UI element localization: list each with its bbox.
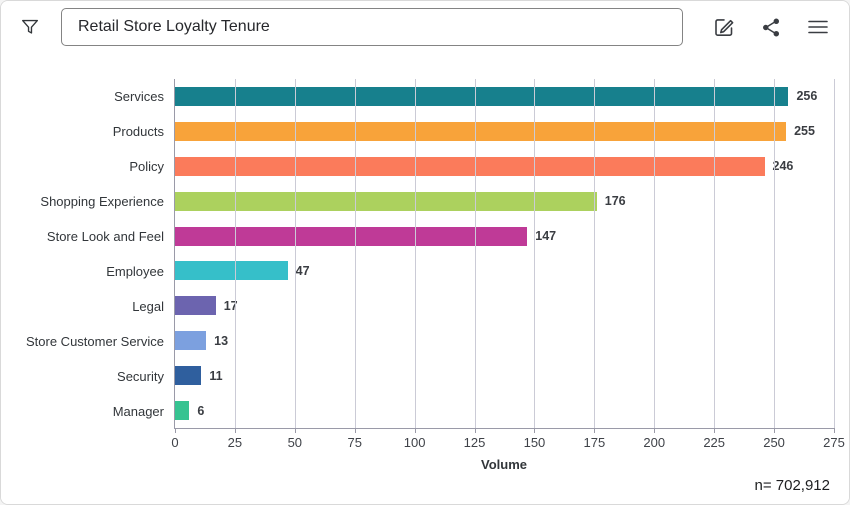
bar[interactable]: [175, 401, 190, 421]
x-tick-label: 50: [287, 435, 303, 450]
category-label: Store Look and Feel: [46, 229, 164, 244]
bar-row: 11: [175, 358, 834, 393]
axis-tick: [175, 428, 176, 433]
bar-value-label: 6: [197, 403, 205, 418]
gridline: [774, 79, 776, 428]
toolbar: [1, 1, 849, 53]
bar[interactable]: [175, 86, 789, 106]
menu-icon: [806, 15, 830, 39]
share-icon: [760, 16, 783, 39]
category-label: Manager: [112, 404, 164, 419]
x-tick-label: 150: [523, 435, 546, 450]
bar[interactable]: [175, 121, 787, 141]
gridline: [234, 79, 236, 428]
gridline: [654, 79, 656, 428]
bar-row: 6: [175, 393, 834, 428]
x-tick-label: 250: [763, 435, 785, 450]
category-label: Shopping Experience: [40, 194, 164, 209]
axis-tick: [534, 428, 536, 433]
bar-value-label: 147: [535, 229, 557, 244]
axis-tick: [654, 428, 656, 433]
bar-value-label: 13: [214, 333, 229, 348]
axis-tick: [774, 428, 776, 433]
bar-value-label: 17: [223, 298, 238, 313]
filter-button[interactable]: [15, 12, 45, 42]
toolbar-actions: [709, 12, 835, 42]
bar-value-label: 256: [796, 89, 818, 104]
bar-value-label: 47: [295, 263, 310, 278]
menu-button[interactable]: [803, 12, 833, 42]
axis-tick: [234, 428, 236, 433]
bar-value-label: 176: [604, 194, 626, 209]
gridline: [714, 79, 716, 428]
bar-row: 256: [175, 79, 834, 114]
gridline: [474, 79, 476, 428]
bar-value-label: 246: [772, 159, 794, 174]
bar-row: 17: [175, 288, 834, 323]
gridline: [354, 79, 356, 428]
axis-tick: [474, 428, 476, 433]
category-label: Store Customer Service: [26, 334, 164, 349]
edit-icon: [712, 15, 736, 39]
axis-tick: [414, 428, 416, 433]
bar[interactable]: [175, 156, 765, 176]
gridline: [534, 79, 536, 428]
gridline: [294, 79, 296, 428]
gridline: [594, 79, 596, 428]
axis-tick: [594, 428, 596, 433]
x-tick-label: 200: [643, 435, 666, 450]
bar-row: 176: [175, 184, 834, 219]
bar-row: 47: [175, 254, 834, 289]
bar[interactable]: [175, 296, 216, 316]
bar[interactable]: [175, 226, 528, 246]
plot-area: 256 255 246 176 147 47 17 13 11 6 0 25 50 75 100 125 15…: [171, 79, 845, 450]
edit-button[interactable]: [709, 12, 739, 42]
axis-tick: [294, 428, 296, 433]
x-tick-label: 225: [703, 435, 726, 450]
bar-value-label: 255: [794, 124, 815, 139]
bar[interactable]: [175, 191, 597, 211]
x-axis-title: Volume: [481, 457, 527, 472]
category-label: Services: [114, 89, 164, 104]
category-label: Legal: [132, 299, 164, 314]
bar-chart: Services Products Policy Shopping Experienc…: [1, 53, 849, 504]
axis-tick: [354, 428, 356, 433]
x-tick-label: 0: [171, 435, 179, 450]
x-tick-label: 25: [227, 435, 243, 450]
x-tick-label: 100: [403, 435, 426, 450]
category-axis-labels: Services Products Policy Shopping Experienc…: [1, 79, 164, 429]
chart-title-input[interactable]: [61, 8, 683, 46]
category-label: Employee: [106, 264, 164, 279]
category-label: Products: [112, 124, 164, 139]
x-tick-label: 275: [823, 435, 845, 450]
share-button[interactable]: [756, 12, 786, 42]
x-tick-label: 175: [583, 435, 606, 450]
bar-value-label: 11: [209, 368, 223, 383]
axis-tick: [834, 428, 835, 433]
bar[interactable]: [175, 261, 288, 281]
axis-tick: [714, 428, 716, 433]
bar-row: 147: [175, 219, 834, 254]
bar[interactable]: [175, 331, 207, 351]
bar-row: 255: [175, 114, 834, 149]
bar-row: 246: [175, 149, 834, 184]
sample-size-label: n= 702,912: [754, 477, 831, 494]
x-tick-label: 125: [463, 435, 486, 450]
bar[interactable]: [175, 366, 202, 386]
gridline: [414, 79, 416, 428]
bar-row: 13: [175, 323, 834, 358]
x-tick-label: 75: [347, 435, 362, 450]
bars-container: 256 255 246 176 147 47 17 13 11 6: [175, 79, 834, 428]
gridline: [834, 79, 835, 428]
category-label: Policy: [129, 159, 164, 174]
category-label: Security: [117, 369, 164, 384]
funnel-icon: [19, 16, 41, 38]
